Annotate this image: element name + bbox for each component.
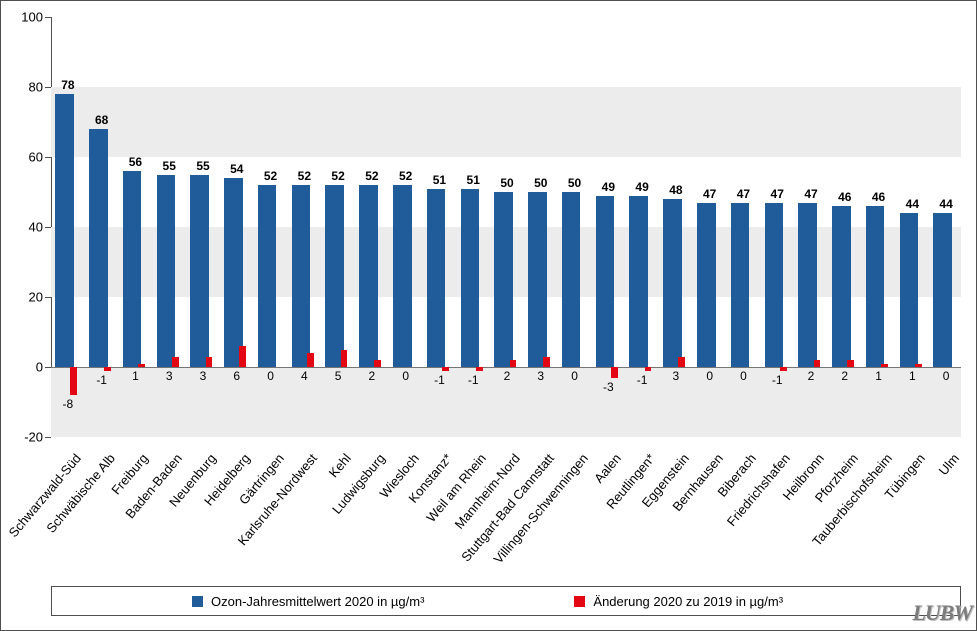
change-bar	[543, 357, 550, 368]
change-bar	[206, 357, 213, 368]
value-bar	[562, 192, 581, 367]
bars-group: 78-868-156155355354652052452552252051-15…	[51, 17, 961, 437]
plot-area: -20020406080100 78-868-15615535535465205…	[51, 17, 961, 437]
value-bar	[224, 178, 243, 367]
category-label: Ulm	[936, 451, 962, 478]
ytick-label: -20	[5, 430, 43, 445]
ytick-label: 60	[5, 150, 43, 165]
change-bar	[70, 367, 77, 395]
value-bar	[765, 203, 784, 368]
change-bar	[239, 346, 246, 367]
value-bar	[629, 196, 648, 368]
legend-label-series1: Ozon-Jahresmittelwert 2020 in µg/m³	[211, 594, 424, 609]
value-bar	[494, 192, 513, 367]
change-bar	[104, 367, 111, 371]
value-bar	[461, 189, 480, 368]
legend-label-series2: Änderung 2020 zu 2019 in µg/m³	[593, 594, 783, 609]
ytick-label: 100	[5, 10, 43, 25]
value-bar	[731, 203, 750, 368]
value-bar	[359, 185, 378, 367]
change-bar	[915, 364, 922, 368]
chart-container: -20020406080100 78-868-15615535535465205…	[0, 0, 977, 631]
change-bar	[814, 360, 821, 367]
legend-item-series1: Ozon-Jahresmittelwert 2020 in µg/m³	[192, 594, 424, 609]
ytick-label: 20	[5, 290, 43, 305]
change-bar	[341, 350, 348, 368]
category-label: Kehl	[326, 451, 354, 481]
change-label: -8	[48, 397, 88, 411]
value-label: 78	[48, 78, 88, 92]
change-bar	[510, 360, 517, 367]
change-bar	[374, 360, 381, 367]
value-bar	[900, 213, 919, 367]
value-bar	[528, 192, 547, 367]
change-bar	[172, 357, 179, 368]
value-bar	[157, 175, 176, 368]
value-bar	[596, 196, 615, 368]
change-bar	[476, 367, 483, 371]
change-label: 0	[926, 369, 966, 383]
change-bar	[611, 367, 618, 378]
change-bar	[307, 353, 314, 367]
value-bar	[89, 129, 108, 367]
value-bar	[292, 185, 311, 367]
change-bar	[780, 367, 787, 371]
value-bar	[258, 185, 277, 367]
change-bar	[442, 367, 449, 371]
change-bar	[645, 367, 652, 371]
value-bar	[697, 203, 716, 368]
ytick-label: 0	[5, 360, 43, 375]
category-label: Aalen	[591, 451, 624, 486]
value-bar	[663, 199, 682, 367]
ytick-label: 80	[5, 80, 43, 95]
legend-swatch-red	[574, 596, 585, 607]
value-bar	[123, 171, 142, 367]
ytick	[45, 437, 51, 438]
legend-swatch-blue	[192, 596, 203, 607]
value-bar	[427, 189, 446, 368]
ytick-label: 40	[5, 220, 43, 235]
value-bar	[393, 185, 412, 367]
legend-item-series2: Änderung 2020 zu 2019 in µg/m³	[574, 594, 783, 609]
value-bar	[325, 185, 344, 367]
value-bar	[933, 213, 952, 367]
lubw-logo: LUBW	[912, 600, 972, 626]
change-bar	[678, 357, 685, 368]
change-bar	[881, 364, 888, 368]
change-bar	[847, 360, 854, 367]
legend: Ozon-Jahresmittelwert 2020 in µg/m³ Ände…	[51, 586, 961, 616]
value-label: 44	[926, 197, 966, 211]
value-bar	[55, 94, 74, 367]
change-bar	[138, 364, 145, 368]
value-bar	[190, 175, 209, 368]
value-bar	[866, 206, 885, 367]
value-bar	[798, 203, 817, 368]
value-label: 68	[82, 113, 122, 127]
value-bar	[832, 206, 851, 367]
